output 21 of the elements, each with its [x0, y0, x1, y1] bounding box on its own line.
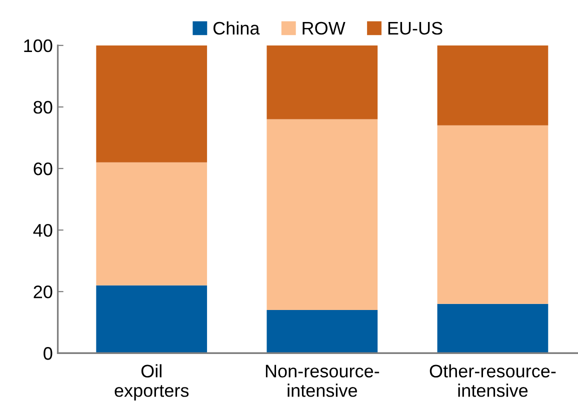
y-tick-label: 20: [34, 286, 52, 298]
bar: [266, 45, 378, 120]
y-tick-label: 100: [24, 39, 52, 52]
y-tick-label: 60: [34, 162, 52, 176]
y-tick-label: 40: [33, 224, 52, 237]
y-tick-label: 80: [34, 100, 52, 114]
bar: [266, 119, 378, 310]
bar: [266, 310, 378, 354]
bar: [437, 304, 548, 354]
bar: [96, 162, 208, 286]
y-tick-label: 0: [44, 347, 52, 360]
bar: [96, 45, 208, 162]
x-tick-label: Other-resource- intensive: [430, 364, 556, 397]
bar: [96, 285, 208, 354]
legend-label: ROW: [302, 22, 346, 35]
bar: [437, 125, 548, 304]
x-tick-label: Non-resource- intensive: [266, 364, 380, 397]
legend-label: EU-US: [388, 22, 442, 35]
legend-label: China: [213, 21, 260, 35]
x-tick-label: Oil exporters: [114, 364, 189, 401]
bar: [437, 45, 548, 126]
